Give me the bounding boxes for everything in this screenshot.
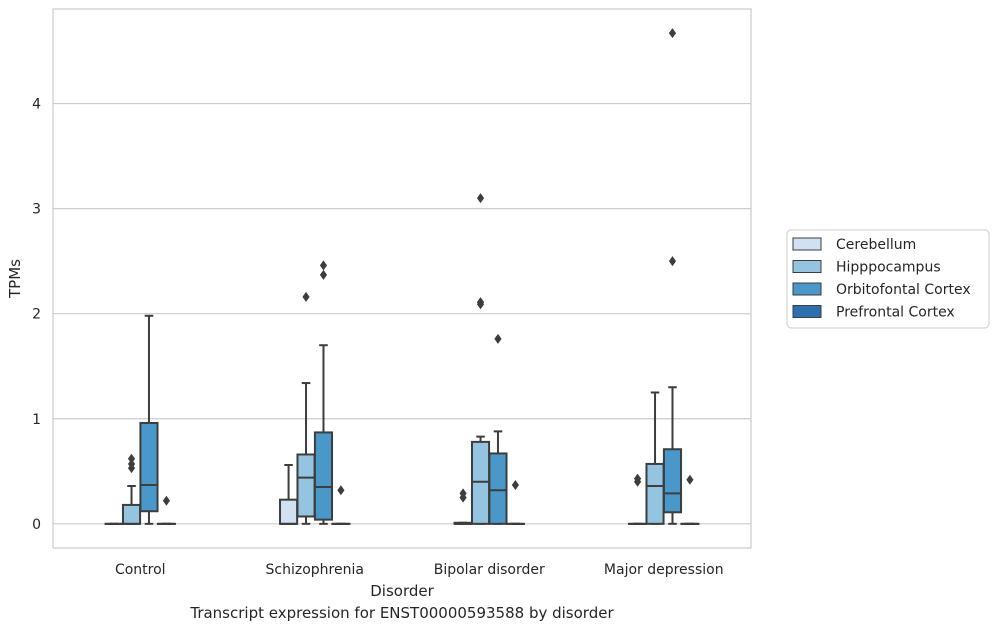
- outlier-point: [633, 473, 642, 484]
- x-axis-title: Disorder: [370, 582, 434, 600]
- box: [470, 440, 491, 525]
- box: [139, 421, 159, 513]
- box: [313, 431, 334, 521]
- outlier-point: [319, 269, 328, 280]
- box: [488, 452, 508, 525]
- x-tick-label: Control: [115, 562, 166, 578]
- box-group: [628, 473, 648, 525]
- plot-frame: [52, 8, 752, 549]
- box-plots: [104, 28, 700, 525]
- legend: Cerebellum Hipppocampus Orbitofontal Corte…: [786, 229, 990, 329]
- x-tick-label: Bipolar disorder: [434, 562, 545, 578]
- box-group: [488, 333, 508, 525]
- x-axis-ticks: Control Schizophrenia Bipolar disorder Majo…: [115, 562, 724, 578]
- box: [279, 498, 299, 525]
- legend-swatch: [792, 305, 822, 318]
- legend-label: Cerebellum: [836, 237, 916, 253]
- outlier-point: [127, 453, 136, 464]
- box-group: [139, 314, 159, 525]
- box-group: [680, 474, 700, 525]
- legend-swatch: [792, 260, 822, 273]
- box: [662, 448, 683, 514]
- y-tick-label: 4: [32, 97, 41, 113]
- outlier-point: [459, 488, 467, 499]
- y-tick-label: 3: [32, 202, 41, 218]
- y-tick-label: 1: [32, 412, 41, 428]
- legend-label: Hipppocampus: [836, 260, 941, 276]
- legend-frame: [786, 229, 990, 329]
- outlier-point: [668, 256, 677, 267]
- outlier-point: [668, 28, 677, 39]
- box-group: [470, 193, 491, 525]
- outlier-point: [511, 479, 520, 490]
- legend-swatch: [792, 237, 822, 251]
- outlier-point: [494, 333, 502, 344]
- outlier-point: [476, 193, 485, 204]
- box-group: [156, 495, 176, 525]
- box-group: [313, 260, 334, 525]
- box-group: [453, 488, 473, 525]
- box-group: [121, 453, 142, 525]
- outlier-point: [162, 495, 171, 506]
- y-axis-title: TPMs: [6, 259, 24, 299]
- outlier-point: [302, 291, 310, 302]
- outlier-point: [319, 260, 328, 271]
- outlier-point: [127, 458, 136, 469]
- box: [121, 503, 142, 525]
- y-tick-label: 0: [32, 517, 41, 533]
- outlier-point: [476, 297, 485, 308]
- box-group: [296, 291, 316, 525]
- legend-label: Prefrontal Cortex: [836, 305, 955, 321]
- outlier-point: [337, 485, 345, 496]
- chart-caption: Transcript expression for ENST0000059358…: [190, 604, 614, 622]
- x-tick-label: Schizophrenia: [266, 562, 364, 578]
- legend-label: Orbitofontal Cortex: [836, 282, 971, 298]
- box: [645, 462, 665, 525]
- y-axis-ticks: 0 1 2 3 4: [32, 97, 41, 533]
- box-group: [662, 28, 683, 525]
- x-tick-label: Major depression: [604, 562, 724, 578]
- y-tick-label: 2: [32, 307, 41, 323]
- box: [296, 453, 316, 518]
- legend-swatch: [792, 282, 822, 296]
- box-group: [505, 479, 525, 525]
- box-group: [645, 391, 665, 525]
- box-group: [279, 463, 299, 525]
- outlier-point: [686, 474, 694, 485]
- box-group: [331, 485, 351, 525]
